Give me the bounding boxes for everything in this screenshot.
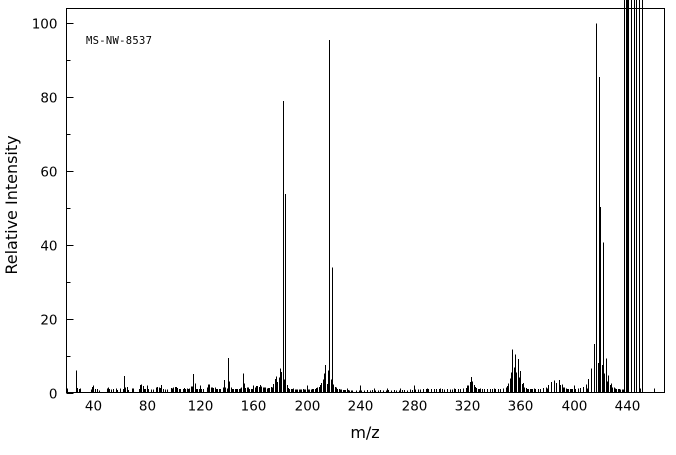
y-axis-tick-labels: 0 20 40 60 80 100 [32, 16, 58, 402]
y-tick-label: 60 [40, 164, 57, 180]
x-tick-label: 320 [455, 399, 481, 415]
x-tick-label: 240 [348, 399, 374, 415]
y-tick-label: 20 [40, 312, 57, 328]
x-tick-label: 80 [139, 399, 156, 415]
y-tick-label: 40 [40, 238, 57, 254]
x-axis-tick-labels: 40 80 120 160 200 240 280 320 360 400 440 [85, 399, 640, 415]
x-tick-label: 360 [508, 399, 534, 415]
x-tick-label: 120 [188, 399, 214, 415]
x-tick-label: 40 [85, 399, 102, 415]
y-tick-label: 80 [40, 90, 57, 106]
x-tick-label: 400 [562, 399, 588, 415]
x-tick-label: 200 [295, 399, 321, 415]
x-tick-label: 280 [402, 399, 428, 415]
y-axis-title: Relative Intensity [2, 135, 21, 274]
y-axis-ticks [66, 22, 74, 395]
x-tick-label: 440 [615, 399, 641, 415]
spectrum-peaks [76, 0, 643, 393]
x-tick-label: 160 [241, 399, 267, 415]
y-tick-label: 0 [49, 386, 58, 402]
y-tick-label: 100 [32, 16, 58, 32]
x-axis-title: m/z [350, 423, 379, 442]
spectrum-id-annotation: MS-NW-8537 [86, 35, 152, 47]
